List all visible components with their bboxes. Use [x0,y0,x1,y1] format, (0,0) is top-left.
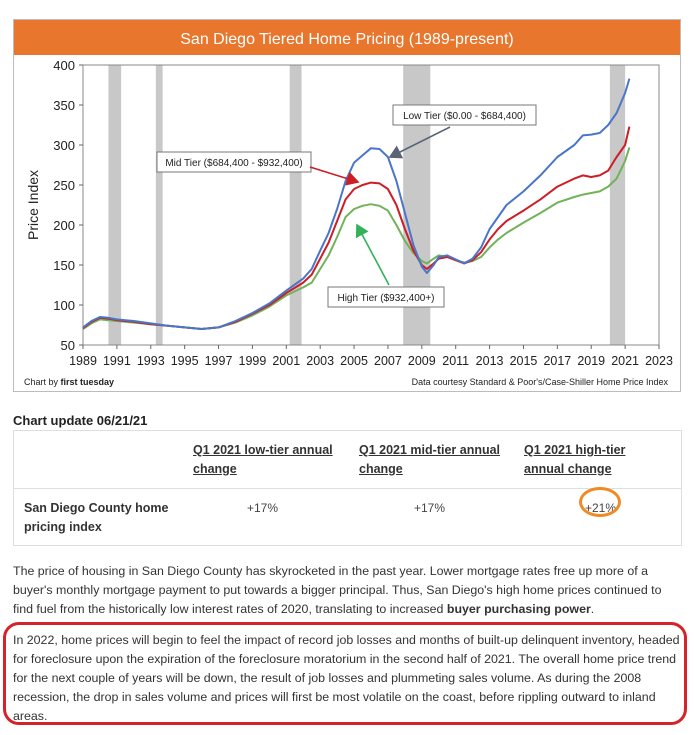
y-tick-label: 250 [53,178,75,193]
x-tick-label: 2017 [543,354,571,368]
low-tier-change: +17% [247,501,279,515]
x-tick-label: 2021 [611,354,639,368]
y-tick-label: 200 [53,218,75,233]
row-label: San Diego County home pricing index [24,501,169,534]
recession-band [289,65,302,345]
x-tick-label: 2013 [476,354,504,368]
x-tick-label: 1999 [239,354,267,368]
x-tick-label: 1997 [205,354,233,368]
x-tick-label: 2003 [306,354,334,368]
y-tick-label: 50 [61,338,75,353]
x-tick-label: 1989 [69,354,97,368]
buyer-purchasing-power-link[interactable]: buyer purchasing power [446,602,591,616]
header-low-tier[interactable]: Q1 2021 low-tier annual change [193,443,333,476]
low-tier-line [82,78,631,330]
x-tick-label: 2015 [510,354,538,368]
x-tick-label: 1993 [137,354,165,368]
high-tier-annotation-label: High Tier ($932,400+) [337,293,434,304]
x-tick-label: 2023 [645,354,673,368]
annual-change-table: Q1 2021 low-tier annual change Q1 2021 m… [13,430,682,546]
chart-credit-brand: first tuesday [61,377,115,387]
highlight-circle [579,487,621,517]
y-tick-label: 300 [53,138,75,153]
table-row-divider [14,488,681,489]
recession-band [155,65,163,345]
chart-credit-left: Chart by first tuesday [24,377,114,387]
high-tier-arrow [355,223,390,286]
y-tick-label: 150 [53,258,75,273]
x-tick-label: 1991 [103,354,131,368]
x-tick-label: 2007 [374,354,402,368]
low-tier-annotation-label: Low Tier ($0.00 - $684,400) [403,111,526,122]
paragraph-1-text: The price of housing in San Diego County… [13,564,662,616]
paragraph-forecast: In 2022, home prices will begin to feel … [13,633,680,723]
y-tick-label: 400 [53,58,75,73]
plot-area [82,64,660,346]
recession-band [108,65,122,345]
mid-tier-annotation-label: Mid Tier ($684,400 - $932,400) [165,158,302,169]
recession-band [609,65,626,345]
paragraph-1-end: . [590,602,595,616]
x-tick-label: 2005 [340,354,368,368]
y-axis-label: Price Index [25,170,41,240]
low-tier-arrow [388,126,451,159]
y-tick-label: 100 [53,298,75,313]
paragraph-buyer-power: The price of housing in San Diego County… [13,562,681,619]
price-index-chart: San Diego Tiered Home Pricing (1989-pres… [14,20,680,387]
chart-title-bar [14,20,680,55]
chart-update-label: Chart update 06/21/21 [13,413,148,428]
x-tick-label: 2001 [272,354,300,368]
header-mid-tier[interactable]: Q1 2021 mid-tier annual change [359,443,501,476]
callout-box [3,622,687,725]
x-tick-label: 2019 [577,354,605,368]
low-tier-annotation-box [392,104,537,126]
chart-credit-prefix: Chart by [24,377,61,387]
x-tick-label: 2009 [408,354,436,368]
mid-tier-annotation-box [156,151,312,173]
header-high-tier[interactable]: Q1 2021 high-tier annual change [524,443,626,476]
chart-credit-right: Data courtesy Standard & Poor's/Case-Shi… [412,377,669,387]
x-tick-label: 2011 [442,354,469,368]
x-tick-label: 1995 [171,354,199,368]
high-tier-annotation-box [327,286,445,308]
mid-tier-change: +17% [414,501,446,515]
chart-title: San Diego Tiered Home Pricing (1989-pres… [180,31,514,48]
chart-frame: San Diego Tiered Home Pricing (1989-pres… [13,19,681,392]
mid-tier-arrow [309,166,360,186]
y-tick-label: 350 [53,98,75,113]
